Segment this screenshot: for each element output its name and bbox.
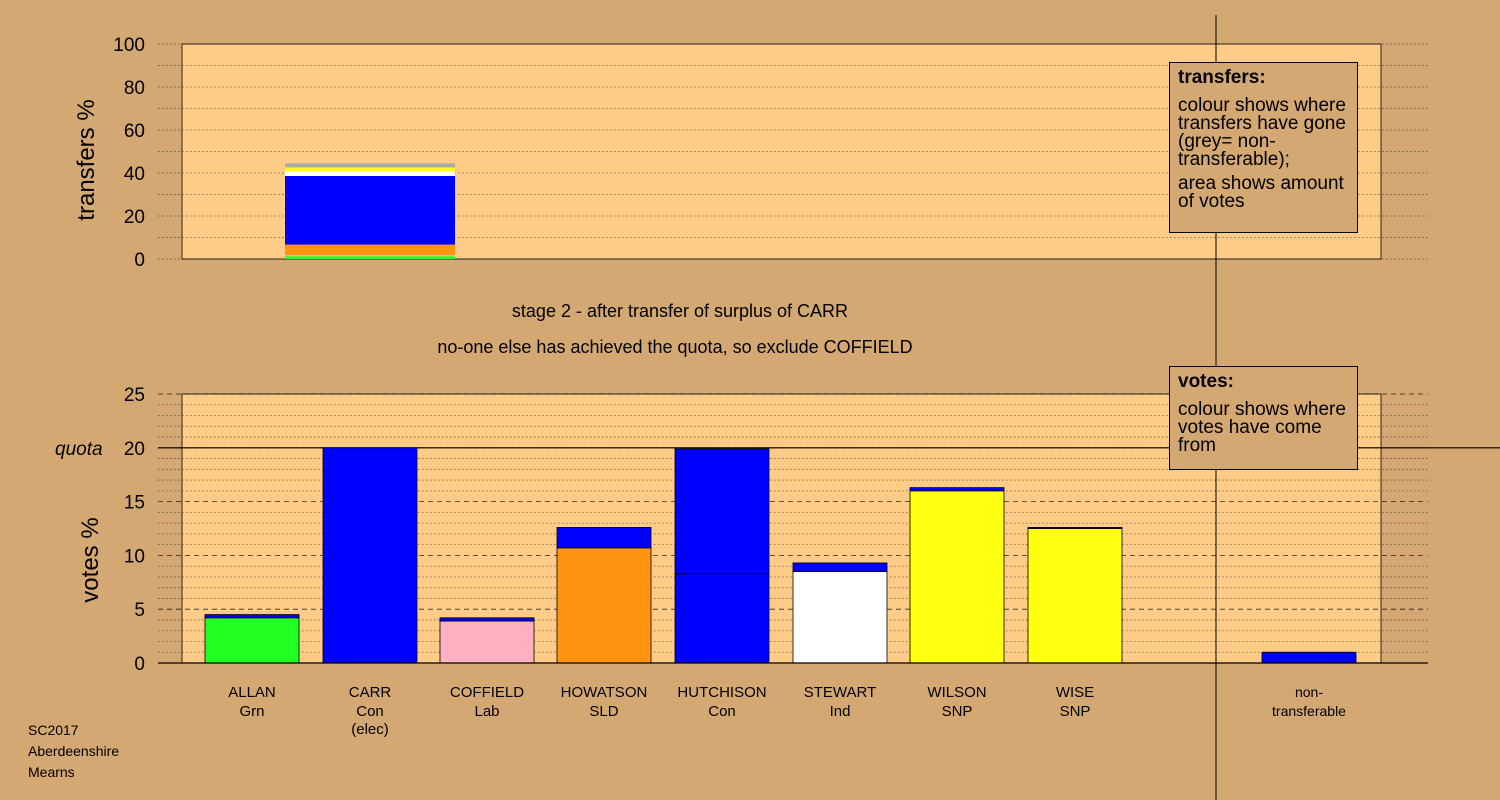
bar-hutchison-from-hutchison — [674, 573, 770, 664]
transfers-legend-line-2: area shows amount of votes — [1178, 173, 1344, 212]
transfer-segment-non-transferable — [285, 163, 455, 168]
votes-tick-label: 0 — [134, 654, 145, 675]
category-name-label: HUTCHISON — [677, 684, 766, 701]
bar-non-transferable-from-carr — [1261, 651, 1357, 664]
transfer-segment-howatson — [285, 244, 455, 256]
votes-tick-label: 10 — [124, 546, 145, 567]
stage-note: no-one else has achieved the quota, so e… — [437, 337, 912, 357]
footer-council: Aberdeenshire — [28, 743, 120, 759]
votes-tick-label: 20 — [124, 439, 145, 460]
footer-election: SC2017 — [28, 722, 79, 738]
category-party-label: SLD — [589, 703, 618, 720]
bar-howatson-from-howatson — [556, 547, 652, 664]
transfers-tick-label: 40 — [124, 164, 145, 185]
transfers-tick-label: 80 — [124, 78, 145, 99]
bar-allan-from-carr — [204, 614, 300, 619]
bar-stewart-from-carr — [792, 562, 888, 572]
bar-coffield-from-coffield — [439, 620, 535, 664]
footer-ward: Mearns — [28, 764, 75, 780]
transfers-legend-line-1: colour shows where transfers have gone (… — [1178, 95, 1346, 170]
votes-legend: votes: colour shows where votes have com… — [1169, 366, 1358, 470]
votes-tick-label: 5 — [134, 600, 145, 621]
bar-wilson-from-carr — [909, 487, 1005, 492]
transfers-legend: transfers: colour shows where transfers … — [1169, 62, 1358, 233]
category-party-label: Lab — [474, 703, 499, 720]
category-name-label: WISE — [1056, 684, 1094, 701]
bar-wilson-from-wilson — [909, 490, 1005, 664]
transfers-axis-label: transfers % — [73, 99, 100, 220]
transfer-segment-coffield — [285, 255, 455, 257]
stage-caption: stage 2 - after transfer of surplus of C… — [512, 301, 848, 321]
transfers-tick-label: 20 — [124, 207, 145, 228]
bar-howatson-from-carr — [556, 527, 652, 549]
category-name-label: STEWART — [804, 684, 877, 701]
votes-legend-line-1: colour shows where votes have come from — [1178, 399, 1346, 456]
transfers-legend-title: transfers: — [1178, 67, 1266, 88]
transfer-segment-wise — [285, 167, 455, 169]
transfer-segment-hutchison — [285, 176, 455, 245]
bar-wise-from-wise — [1027, 528, 1123, 664]
category-name-label: ALLAN — [228, 684, 276, 701]
category-party-label: SNP — [942, 703, 973, 720]
transfers-tick-label: 100 — [113, 35, 145, 56]
bar-allan-from-allan — [204, 617, 300, 664]
category-party-label: Con — [708, 703, 736, 720]
quota-label: quota — [55, 439, 103, 460]
votes-tick-label: 15 — [124, 493, 145, 514]
category-name-label: CARR — [349, 684, 392, 701]
category-party-label: Con — [356, 703, 384, 720]
bar-carr-from-carr — [322, 447, 418, 664]
votes-tick-label: 25 — [124, 385, 145, 406]
category-name-label: COFFIELD — [450, 684, 524, 701]
bar-stewart-from-stewart — [792, 571, 888, 664]
category-party-label: transferable — [1272, 703, 1346, 719]
transfers-tick-label: 60 — [124, 121, 145, 142]
transfer-segment-stewart — [285, 171, 455, 177]
votes-legend-title: votes: — [1178, 371, 1234, 392]
election-footer: SC2017 Aberdeenshire Mearns — [28, 720, 119, 783]
category-party-label: Ind — [830, 703, 851, 720]
category-name-label: non- — [1295, 684, 1323, 700]
transfer-segment-wilson — [285, 168, 455, 172]
transfer-segment-allan — [285, 256, 455, 259]
category-name-label: WILSON — [927, 684, 986, 701]
bar-hutchison-from-carr — [674, 448, 770, 575]
category-note-label: (elec) — [351, 721, 389, 738]
category-party-label: SNP — [1060, 703, 1091, 720]
category-name-label: HOWATSON — [561, 684, 648, 701]
category-party-label: Grn — [239, 703, 264, 720]
bar-coffield-from-carr — [439, 617, 535, 622]
transfers-tick-label: 0 — [134, 250, 145, 271]
bar-wise-from-carr — [1027, 527, 1123, 529]
votes-axis-label: votes % — [77, 517, 104, 602]
